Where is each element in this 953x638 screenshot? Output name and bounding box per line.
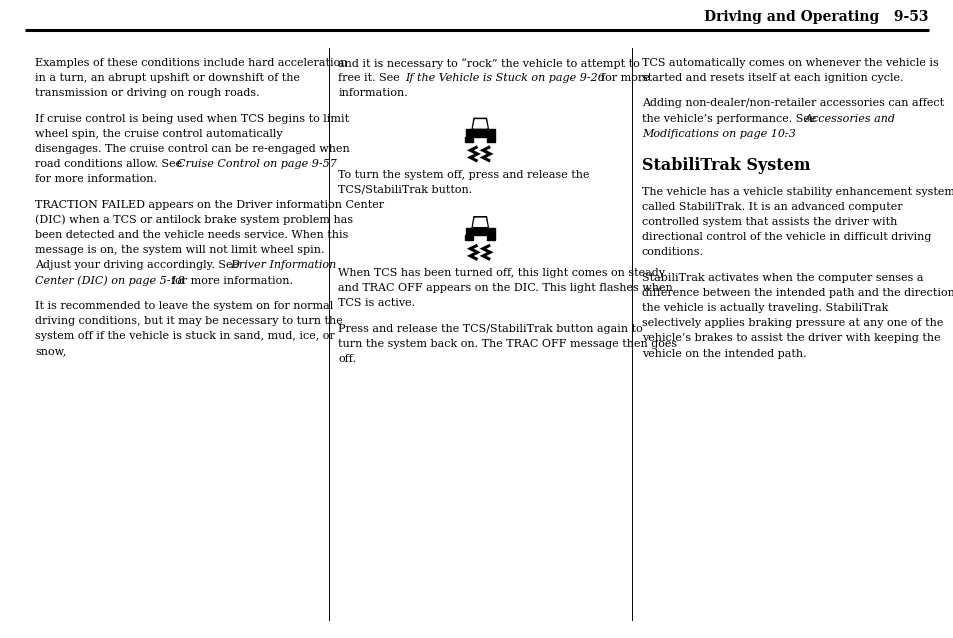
Text: TCS/StabiliTrak button.: TCS/StabiliTrak button. xyxy=(338,185,473,195)
Text: When TCS has been turned off, this light comes on steady: When TCS has been turned off, this light… xyxy=(338,268,665,278)
Text: for more information.: for more information. xyxy=(172,276,294,286)
Bar xyxy=(464,137,473,142)
Text: turn the system back on. The TRAC OFF message then goes: turn the system back on. The TRAC OFF me… xyxy=(338,339,677,349)
Text: vehicle’s brakes to assist the driver with keeping the: vehicle’s brakes to assist the driver wi… xyxy=(641,334,940,343)
Text: conditions.: conditions. xyxy=(641,248,703,257)
Text: Examples of these conditions include hard acceleration: Examples of these conditions include har… xyxy=(35,58,347,68)
Polygon shape xyxy=(465,130,495,137)
Text: It is recommended to leave the system on for normal: It is recommended to leave the system on… xyxy=(35,300,333,311)
Text: system off if the vehicle is stuck in sand, mud, ice, or: system off if the vehicle is stuck in sa… xyxy=(35,331,335,341)
Text: If cruise control is being used when TCS begins to limit: If cruise control is being used when TCS… xyxy=(35,114,349,124)
Text: Modifications on page 10-3: Modifications on page 10-3 xyxy=(641,129,795,139)
Text: Adding non-dealer/non-retailer accessories can affect: Adding non-dealer/non-retailer accessori… xyxy=(641,98,943,108)
Bar xyxy=(487,235,495,241)
Text: (DIC) when a TCS or antilock brake system problem has: (DIC) when a TCS or antilock brake syste… xyxy=(35,215,353,225)
Text: the vehicle’s performance. See: the vehicle’s performance. See xyxy=(641,114,816,124)
Text: and it is necessary to “rock” the vehicle to attempt to: and it is necessary to “rock” the vehicl… xyxy=(338,58,639,69)
Text: To turn the system off, press and release the: To turn the system off, press and releas… xyxy=(338,170,589,180)
Text: StabiliTrak System: StabiliTrak System xyxy=(641,157,810,174)
Text: snow,: snow, xyxy=(35,346,66,357)
Text: message is on, the system will not limit wheel spin.: message is on, the system will not limit… xyxy=(35,245,324,255)
Text: If the Vehicle is Stuck on page 9-26: If the Vehicle is Stuck on page 9-26 xyxy=(405,73,605,83)
Text: for more: for more xyxy=(600,73,649,83)
Text: Adjust your driving accordingly. See: Adjust your driving accordingly. See xyxy=(35,260,239,271)
Text: TCS is active.: TCS is active. xyxy=(338,299,416,308)
Bar xyxy=(464,235,473,241)
Text: off.: off. xyxy=(338,354,356,364)
Text: wheel spin, the cruise control automatically: wheel spin, the cruise control automatic… xyxy=(35,129,282,139)
Text: free it. See: free it. See xyxy=(338,73,400,83)
Text: Cruise Control on page 9-57: Cruise Control on page 9-57 xyxy=(176,160,336,169)
Text: transmission or driving on rough roads.: transmission or driving on rough roads. xyxy=(35,89,259,98)
Text: directional control of the vehicle in difficult driving: directional control of the vehicle in di… xyxy=(641,232,930,242)
Text: road conditions allow. See: road conditions allow. See xyxy=(35,160,182,169)
Polygon shape xyxy=(465,228,495,235)
Text: TCS automatically comes on whenever the vehicle is: TCS automatically comes on whenever the … xyxy=(641,58,938,68)
Text: StabiliTrak activates when the computer senses a: StabiliTrak activates when the computer … xyxy=(641,272,923,283)
Text: TRACTION FAILED appears on the Driver information Center: TRACTION FAILED appears on the Driver in… xyxy=(35,200,384,210)
Text: for more information.: for more information. xyxy=(35,174,157,184)
Text: The vehicle has a vehicle stability enhancement system: The vehicle has a vehicle stability enha… xyxy=(641,186,953,197)
Text: Center (DIC) on page 5-18: Center (DIC) on page 5-18 xyxy=(35,276,185,286)
Text: difference between the intended path and the direction: difference between the intended path and… xyxy=(641,288,953,298)
Text: selectively applies braking pressure at any one of the: selectively applies braking pressure at … xyxy=(641,318,943,328)
Polygon shape xyxy=(473,218,486,226)
Text: .: . xyxy=(783,129,786,139)
Text: started and resets itself at each ignition cycle.: started and resets itself at each igniti… xyxy=(641,73,902,83)
Text: been detected and the vehicle needs service. When this: been detected and the vehicle needs serv… xyxy=(35,230,348,240)
Text: the vehicle is actually traveling. StabiliTrak: the vehicle is actually traveling. Stabi… xyxy=(641,303,887,313)
Text: Driving and Operating   9-53: Driving and Operating 9-53 xyxy=(703,10,928,24)
Polygon shape xyxy=(472,118,488,130)
Text: Accessories and: Accessories and xyxy=(804,114,895,124)
Polygon shape xyxy=(473,120,486,128)
Text: vehicle on the intended path.: vehicle on the intended path. xyxy=(641,348,806,359)
Text: controlled system that assists the driver with: controlled system that assists the drive… xyxy=(641,217,897,227)
Text: information.: information. xyxy=(338,89,408,98)
Text: and TRAC OFF appears on the DIC. This light flashes when: and TRAC OFF appears on the DIC. This li… xyxy=(338,283,673,293)
Text: Driver Information: Driver Information xyxy=(230,260,336,271)
Bar xyxy=(487,137,495,142)
Polygon shape xyxy=(472,217,488,228)
Text: driving conditions, but it may be necessary to turn the: driving conditions, but it may be necess… xyxy=(35,316,342,326)
Text: called StabiliTrak. It is an advanced computer: called StabiliTrak. It is an advanced co… xyxy=(641,202,902,212)
Text: in a turn, an abrupt upshift or downshift of the: in a turn, an abrupt upshift or downshif… xyxy=(35,73,299,83)
Text: Press and release the TCS/StabiliTrak button again to: Press and release the TCS/StabiliTrak bu… xyxy=(338,323,642,334)
Text: disengages. The cruise control can be re-engaged when: disengages. The cruise control can be re… xyxy=(35,144,350,154)
